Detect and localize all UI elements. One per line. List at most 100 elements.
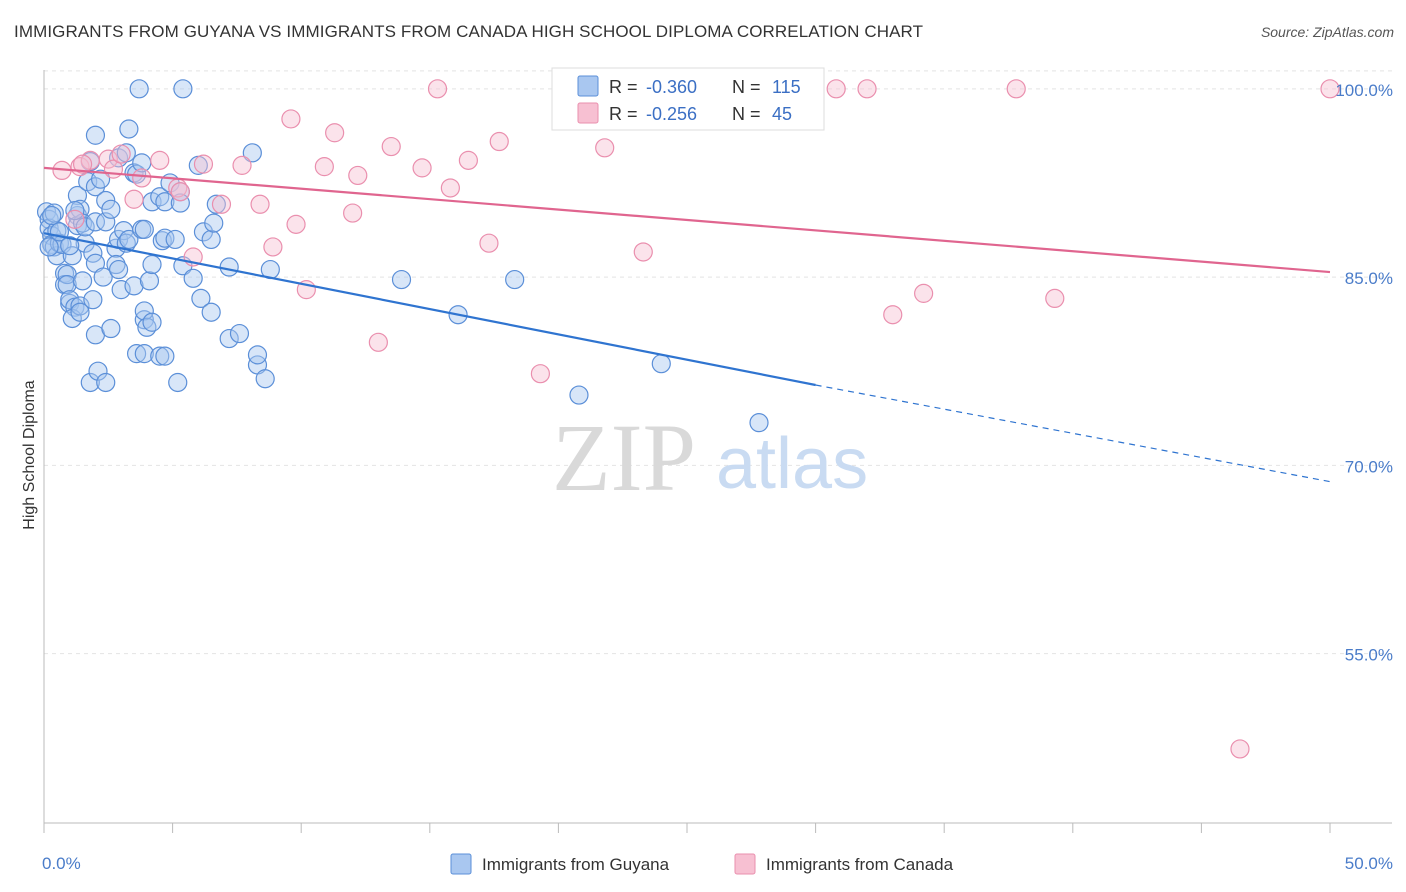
data-point-guyana xyxy=(85,125,106,145)
data-point-guyana xyxy=(191,288,211,309)
data-point-canada xyxy=(1230,739,1250,759)
data-point-guyana xyxy=(96,212,116,232)
data-point-canada xyxy=(263,237,283,257)
data-point-guyana xyxy=(204,213,224,233)
data-point-canada xyxy=(458,150,478,170)
data-point-canada xyxy=(412,158,432,178)
data-point-canada xyxy=(914,283,934,303)
source-credit: Source: ZipAtlas.com xyxy=(1260,24,1394,40)
data-point-guyana xyxy=(651,354,671,374)
data-point-guyana xyxy=(134,344,154,364)
axes xyxy=(43,70,1392,833)
data-point-guyana xyxy=(255,369,275,389)
data-point-guyana xyxy=(170,193,190,213)
stats-swatch-canada xyxy=(577,102,599,124)
trend-line-canada xyxy=(43,166,1331,274)
data-point-canada xyxy=(348,165,368,186)
data-point-guyana xyxy=(142,254,162,275)
watermark-atlas: atlas xyxy=(716,424,868,504)
data-point-guyana xyxy=(124,276,144,296)
data-point-canada xyxy=(633,242,653,262)
watermark-zip: ZIP xyxy=(552,404,696,511)
data-point-guyana xyxy=(80,372,100,393)
data-point-canada xyxy=(381,136,401,157)
data-point-guyana xyxy=(129,79,149,99)
data-point-guyana xyxy=(183,268,203,288)
data-point-guyana xyxy=(749,413,769,433)
data-point-guyana xyxy=(155,192,175,212)
data-point-guyana xyxy=(569,385,589,405)
stats-r-value-canada: -0.256 xyxy=(646,104,697,124)
y-tick-label: 100.0% xyxy=(1335,81,1393,100)
data-point-canada xyxy=(124,189,144,209)
trend-line-guyana xyxy=(43,232,816,387)
data-point-guyana xyxy=(85,212,106,232)
data-point-guyana xyxy=(247,345,268,365)
data-point-guyana xyxy=(206,194,226,214)
data-point-canada xyxy=(232,155,252,175)
data-point-guyana xyxy=(134,219,154,239)
data-point-canada xyxy=(368,332,388,352)
data-point-canada xyxy=(211,194,232,214)
y-tick-label: 85.0% xyxy=(1345,269,1393,288)
data-point-guyana xyxy=(39,237,59,257)
legend: Immigrants from Guyana Immigrants from C… xyxy=(450,853,954,875)
data-point-guyana xyxy=(96,372,116,393)
data-point-canada xyxy=(65,209,85,229)
data-point-canada xyxy=(170,182,190,202)
data-point-guyana xyxy=(139,271,160,291)
data-point-canada xyxy=(857,79,877,99)
data-point-guyana xyxy=(75,217,95,237)
data-point-guyana xyxy=(57,275,77,295)
data-point-guyana xyxy=(150,346,170,366)
data-point-guyana xyxy=(88,361,108,381)
legend-label-canada: Immigrants from Canada xyxy=(766,855,954,874)
data-point-guyana xyxy=(119,229,139,250)
stats-r-value-guyana: -0.360 xyxy=(646,77,697,97)
x-tick-label: 50.0% xyxy=(1345,854,1393,873)
data-point-canada xyxy=(250,194,270,214)
data-point-canada xyxy=(595,138,615,158)
data-point-guyana xyxy=(101,318,121,339)
data-point-canada xyxy=(440,178,460,198)
data-point-canada xyxy=(286,214,306,234)
stats-r-label-canada: R = xyxy=(609,104,638,124)
data-point-guyana xyxy=(168,372,188,393)
data-point-guyana xyxy=(242,143,262,163)
stats-n-label-canada: N = xyxy=(732,104,761,124)
data-point-guyana xyxy=(505,269,525,290)
data-point-canada xyxy=(427,79,448,99)
stats-r-label-guyana: R = xyxy=(609,77,638,97)
data-point-guyana xyxy=(42,205,62,226)
y-axis-label: High School Diploma xyxy=(21,380,38,530)
data-point-guyana xyxy=(134,301,154,321)
data-point-canada xyxy=(1006,79,1026,99)
data-point-guyana xyxy=(173,79,193,99)
data-point-guyana xyxy=(70,302,90,322)
data-point-canada xyxy=(98,149,118,169)
data-point-canada xyxy=(325,123,345,143)
data-point-guyana xyxy=(36,202,57,222)
data-point-canada xyxy=(1320,79,1340,99)
trend-lines xyxy=(43,166,1331,483)
data-point-guyana xyxy=(90,169,111,189)
tick-labels: 55.0% 70.0% 85.0% 100.0% 0.0% 50.0% xyxy=(42,81,1393,873)
data-point-canada xyxy=(193,154,214,174)
legend-swatch-guyana xyxy=(450,853,472,875)
data-point-canada xyxy=(72,154,93,174)
data-point-guyana xyxy=(155,346,175,366)
data-point-canada xyxy=(150,150,170,170)
data-point-guyana xyxy=(93,267,113,287)
stats-n-value-canada: 45 xyxy=(772,104,792,124)
data-point-guyana xyxy=(201,229,221,250)
data-point-canada xyxy=(530,364,550,384)
trend-line-guyana-extrapolated xyxy=(815,384,1331,483)
data-point-canada xyxy=(479,233,499,253)
data-point-guyana xyxy=(201,302,221,322)
data-point-canada xyxy=(281,109,301,129)
data-point-guyana xyxy=(60,236,80,256)
data-point-guyana xyxy=(101,199,121,219)
legend-label-guyana: Immigrants from Guyana xyxy=(482,855,670,874)
data-point-guyana xyxy=(219,328,239,349)
